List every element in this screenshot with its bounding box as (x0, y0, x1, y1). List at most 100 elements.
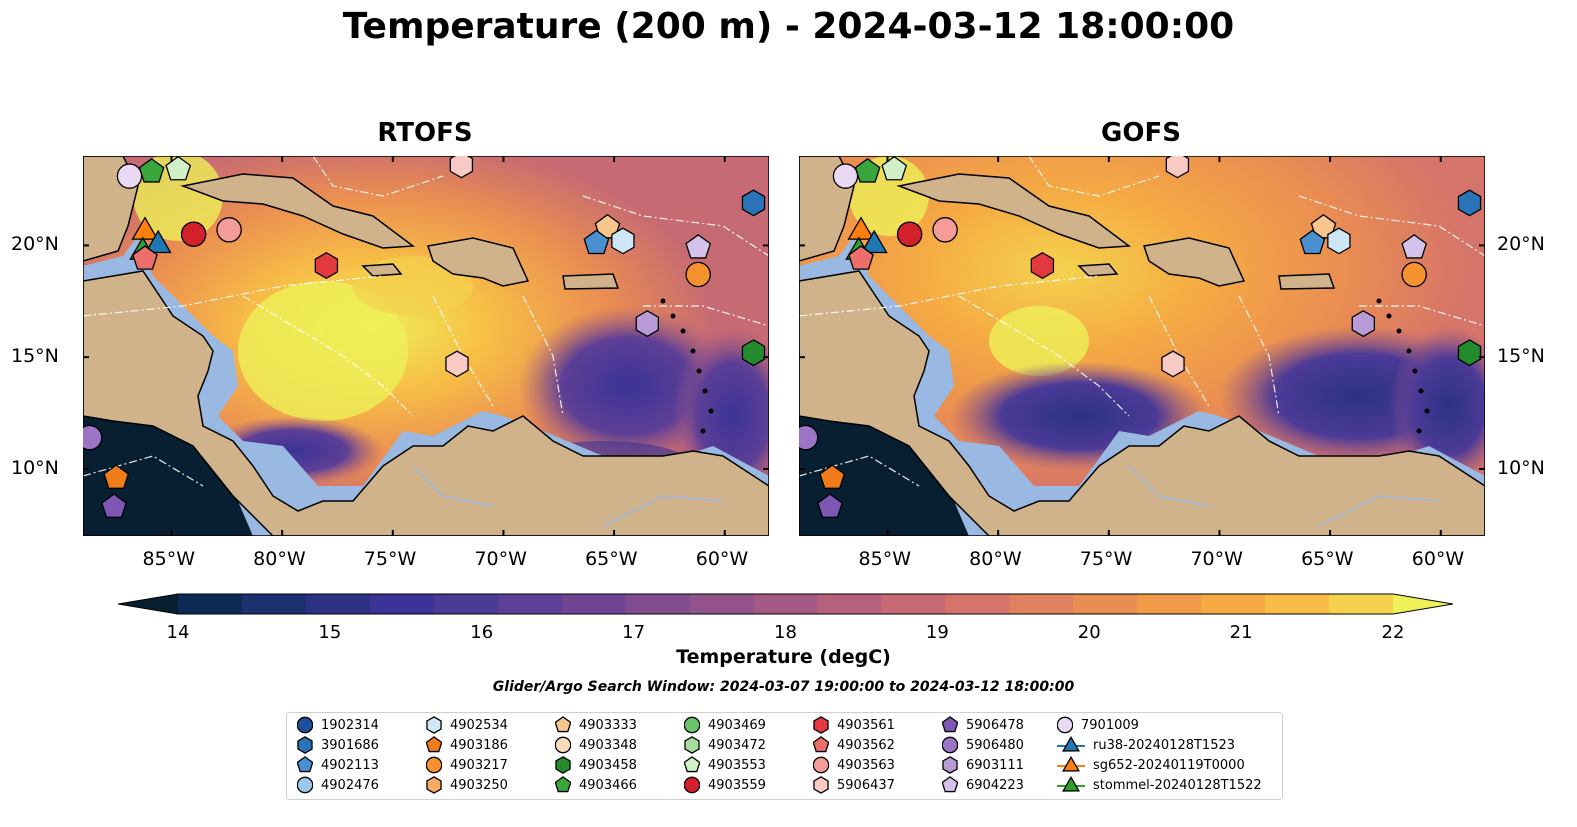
marker-4903561 (1030, 251, 1055, 280)
legend-marker-icon (297, 736, 313, 754)
legend-marker-icon (555, 736, 571, 754)
legend-marker-icon (813, 736, 829, 753)
legend-item: 5906480 (942, 736, 1024, 754)
marker-3901686 (741, 189, 766, 217)
legend-label: 4903466 (579, 777, 637, 793)
marker-6904223 (685, 234, 712, 259)
legend-item: 4903561 (813, 716, 895, 734)
marker-4903186 (819, 464, 846, 489)
legend-marker-icon (426, 756, 442, 774)
marker-5906478 (101, 493, 127, 518)
lon-tick-label: 65°W (585, 548, 638, 570)
legend-label: 4902476 (321, 777, 379, 793)
legend-item: 4903472 (684, 736, 766, 754)
legend-label: 4903217 (450, 757, 508, 773)
legend-label: 6903111 (966, 757, 1024, 773)
legend-label: 4903348 (579, 737, 637, 753)
lon-tick-label: 85°W (858, 548, 911, 570)
colorbar-segment (1201, 594, 1266, 614)
marker-5906437 (1161, 350, 1185, 378)
legend-item: stommel-20240128T1522 (1057, 776, 1262, 794)
marker-3901686 (1457, 189, 1482, 217)
colorbar-tick-label: 21 (1229, 622, 1253, 643)
legend: 1902314 3901686 4902113 4902476 4902534 49031… (286, 712, 1283, 800)
marker-4903559 (896, 221, 923, 247)
marker-ru38-20240128T1523 (144, 229, 172, 254)
legend-item: 4903466 (555, 776, 637, 794)
colorbar-tick-label: 15 (318, 622, 342, 643)
colorbar-segment (753, 594, 818, 614)
colorbar-label: Temperature (degC) (676, 646, 891, 668)
rtofs-map (83, 156, 769, 536)
marker-4903562 (848, 245, 874, 270)
colorbar-segment (1009, 594, 1074, 614)
colorbar-tick-label: 17 (622, 622, 646, 643)
legend-marker-icon (684, 736, 700, 754)
legend-label: 4902113 (321, 757, 379, 773)
legend-marker-icon (426, 776, 442, 794)
colorbar-segment (689, 594, 755, 614)
legend-label: 4903333 (579, 717, 637, 733)
marker-4903553 (165, 156, 192, 181)
marker-7901009 (116, 163, 143, 189)
legend-item: ru38-20240128T1523 (1057, 736, 1235, 754)
colorbar (118, 593, 1453, 615)
legend-marker-icon (942, 736, 958, 754)
marker-5906480 (799, 424, 819, 451)
marker-4903217 (1401, 261, 1427, 288)
legend-marker-icon (942, 716, 958, 733)
colorbar-extend-high (1393, 594, 1453, 614)
panel-title-gofs: GOFS (1101, 118, 1181, 148)
legend-item: 4903250 (426, 776, 508, 794)
colorbar-extend-low (118, 594, 178, 614)
marker-sg652-20240119T0000 (131, 216, 159, 240)
marker-7901009 (832, 163, 859, 189)
marker-4902534 (611, 227, 635, 255)
marker-4902113 (1299, 229, 1326, 255)
legend-item: 4903553 (684, 756, 766, 774)
colorbar-segment (497, 594, 563, 614)
legend-item: 6904223 (942, 776, 1024, 794)
lat-tick-label: 10°N (11, 456, 59, 479)
colorbar-segment (1137, 594, 1202, 614)
lat-tick-label: 10°N (1497, 456, 1545, 479)
marker-4903561 (314, 251, 339, 280)
legend-label: 4903458 (579, 757, 637, 773)
rtofs-markers (83, 156, 766, 518)
legend-marker-icon (684, 776, 700, 794)
colorbar-segment (433, 594, 499, 614)
legend-label: 3901686 (321, 737, 379, 753)
legend-label: 4903561 (837, 717, 895, 733)
legend-item: 4903458 (555, 756, 637, 774)
legend-marker-icon (684, 756, 700, 773)
lon-tick-label: 65°W (1301, 548, 1354, 570)
marker-4902113 (583, 229, 610, 255)
gofs-markers (799, 156, 1482, 518)
legend-item: 4902113 (297, 756, 379, 774)
colorbar-segment (178, 594, 243, 614)
legend-marker-icon (813, 756, 829, 774)
colorbar-tick-label: 14 (166, 622, 190, 643)
colorbar-segment (1265, 594, 1330, 614)
marker-4903466 (854, 158, 881, 183)
legend-item: 6903111 (942, 756, 1024, 774)
marker-5906437 (445, 350, 469, 378)
legend-marker-icon (555, 756, 571, 774)
colorbar-segment (1073, 594, 1138, 614)
marker-4903458 (741, 339, 766, 367)
legend-label: 4902534 (450, 717, 508, 733)
legend-marker-icon (684, 716, 700, 734)
legend-marker-icon (813, 716, 829, 734)
lat-tick-label: 15°N (11, 345, 59, 368)
gofs-map (799, 156, 1485, 536)
legend-label: 4903250 (450, 777, 508, 793)
legend-item: 5906478 (942, 716, 1024, 734)
legend-marker-icon (1057, 756, 1085, 772)
legend-marker-icon (1057, 776, 1085, 792)
legend-marker-icon (297, 756, 313, 773)
legend-marker-icon (1057, 716, 1073, 734)
legend-item: 4903469 (684, 716, 766, 734)
lon-tick-label: 60°W (1411, 548, 1465, 570)
colorbar-tick-label: 16 (470, 622, 494, 643)
legend-marker-icon (426, 716, 442, 734)
